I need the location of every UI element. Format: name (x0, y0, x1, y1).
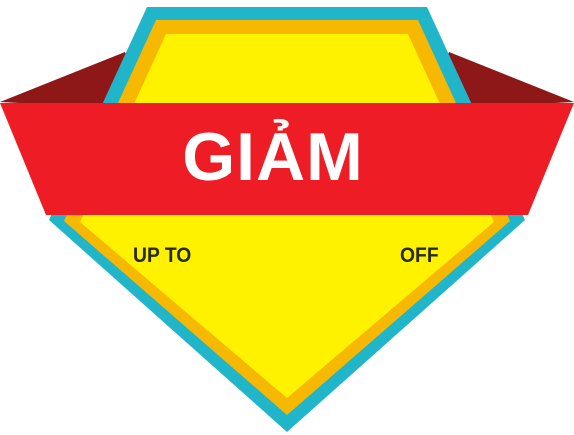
ribbon-main (0, 103, 574, 215)
off-label: OFF (400, 244, 439, 267)
badge-title: GIẢM (182, 119, 364, 195)
up-to-label: UP TO (133, 244, 192, 267)
shield-yellow-fill (80, 34, 494, 398)
